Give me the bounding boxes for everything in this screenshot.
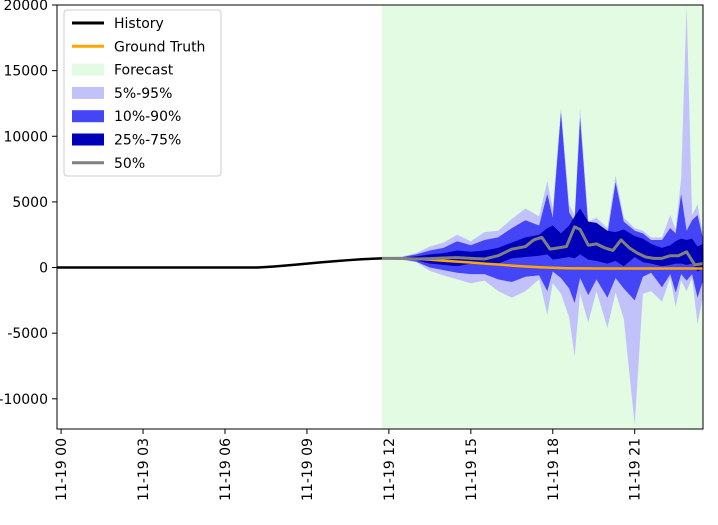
series-lines-layer (57, 225, 703, 270)
legend-swatch-25-75 (72, 133, 104, 146)
y-tick-label: -5000 (7, 326, 48, 342)
x-tick-label: 11-19 12 (382, 438, 398, 501)
legend-label-ground-truth: Ground Truth (114, 39, 205, 55)
legend-label-50: 50% (114, 156, 145, 172)
y-tick-label: 10000 (3, 129, 48, 145)
x-tick-label: 11-19 00 (54, 438, 70, 501)
legend: History Ground Truth Forecast 5%-95% 10%-90%… (63, 9, 222, 177)
legend-swatch-10-90 (72, 110, 104, 123)
legend-label-5-95: 5%-95% (114, 86, 172, 102)
x-tick-label: 11-19 15 (464, 438, 480, 501)
legend-label-10-90: 10%-90% (114, 109, 181, 125)
y-tick-label: -10000 (0, 392, 48, 408)
y-axis: 20000 15000 10000 5000 0 -5000 -10000 (0, 0, 57, 408)
x-tick-label: 11-19 18 (546, 438, 562, 501)
y-tick-label: 15000 (3, 64, 48, 80)
series-line-50 (382, 225, 703, 267)
legend-label-25-75: 25%-75% (114, 133, 181, 149)
x-tick-label: 11-19 03 (136, 438, 152, 501)
y-tick-label: 20000 (3, 0, 48, 14)
legend-label-forecast: Forecast (114, 63, 174, 79)
x-axis: 11-19 00 11-19 03 11-19 06 11-19 09 11-19 12… (54, 429, 644, 501)
plot-frame (56, 4, 704, 430)
legend-swatch-forecast (72, 63, 104, 76)
y-tick-label: 0 (39, 261, 48, 277)
legend-swatch-5-95 (72, 86, 104, 99)
legend-label-history: History (114, 16, 164, 32)
x-tick-label: 11-19 21 (628, 438, 644, 501)
x-tick-label: 11-19 09 (300, 438, 316, 501)
y-tick-label: 5000 (12, 195, 48, 211)
x-tick-label: 11-19 06 (218, 438, 234, 501)
series-line-history (57, 257, 383, 269)
